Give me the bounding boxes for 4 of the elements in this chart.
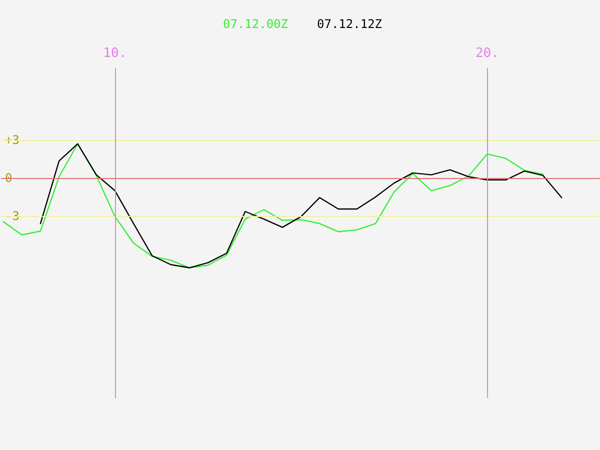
text: 07.12.00Z [222,17,288,31]
ref-line-label: 20. [475,46,499,61]
ref-line-label: 10. [103,46,127,61]
text: 07.12.12Z [317,17,382,31]
